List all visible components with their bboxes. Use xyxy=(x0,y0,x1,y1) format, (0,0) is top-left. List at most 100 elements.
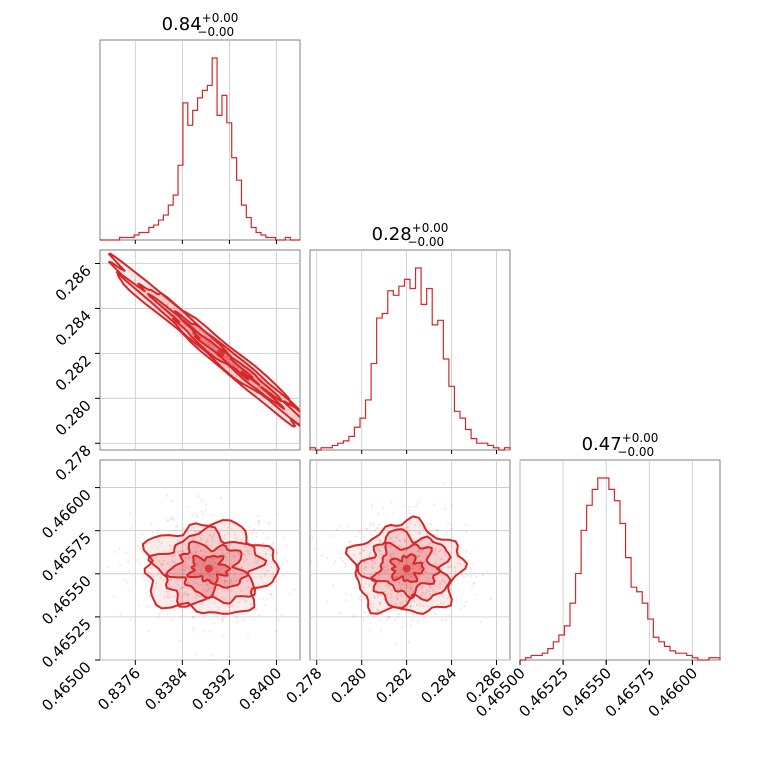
sample-point xyxy=(177,551,180,554)
sample-point xyxy=(213,566,216,569)
sample-point xyxy=(387,554,390,557)
sample-point xyxy=(407,641,410,644)
sample-point xyxy=(443,542,446,545)
sample-point xyxy=(479,621,482,624)
sample-point xyxy=(460,547,463,550)
sample-point xyxy=(186,581,189,584)
sample-point xyxy=(412,568,416,571)
sample-point xyxy=(232,372,236,375)
sample-point xyxy=(406,526,409,529)
sample-point xyxy=(385,592,389,596)
sample-point xyxy=(179,550,182,553)
sample-point xyxy=(212,534,215,537)
sample-point xyxy=(405,538,408,541)
sample-point xyxy=(358,530,361,533)
sample-point xyxy=(244,545,247,548)
sample-point xyxy=(390,565,393,568)
sample-point xyxy=(434,553,438,556)
sample-point xyxy=(183,568,187,571)
sample-point xyxy=(306,428,308,430)
sample-point xyxy=(184,593,187,596)
sample-point xyxy=(192,616,195,619)
sample-point xyxy=(207,584,210,588)
sample-point xyxy=(245,600,248,603)
sample-point xyxy=(180,586,183,589)
sample-point xyxy=(450,524,453,527)
sample-point xyxy=(162,309,165,312)
sample-point xyxy=(409,605,412,608)
sample-point xyxy=(376,595,379,598)
sample-point xyxy=(180,568,183,571)
sample-point xyxy=(370,565,374,568)
sample-point xyxy=(447,614,450,617)
sample-point xyxy=(209,609,212,612)
sample-point xyxy=(438,550,441,553)
sample-point xyxy=(410,588,413,591)
sample-point xyxy=(150,522,153,526)
sample-point xyxy=(371,603,374,606)
sample-point xyxy=(180,311,183,314)
sample-point xyxy=(196,544,199,547)
sample-point xyxy=(223,364,226,367)
sample-point xyxy=(386,569,389,572)
sample-point xyxy=(158,612,161,615)
sample-point xyxy=(143,579,146,582)
sample-point xyxy=(459,607,462,610)
sample-point xyxy=(271,543,274,546)
sample-point xyxy=(236,366,239,369)
sample-point xyxy=(257,514,260,518)
sample-point xyxy=(214,569,217,572)
sample-point xyxy=(389,536,392,539)
sample-point xyxy=(271,596,274,599)
sample-point xyxy=(205,590,208,593)
sample-point xyxy=(200,567,203,570)
sample-point xyxy=(228,582,231,585)
sample-point xyxy=(210,343,213,346)
sample-point xyxy=(414,564,417,567)
panel-contents xyxy=(100,252,308,430)
sample-point xyxy=(410,575,413,578)
sample-point xyxy=(486,570,490,573)
sample-point xyxy=(166,302,169,305)
sample-point xyxy=(398,582,401,585)
sample-point xyxy=(204,321,207,324)
sample-point xyxy=(224,553,227,556)
sample-point xyxy=(184,563,187,566)
sample-point xyxy=(168,571,172,575)
sample-point xyxy=(280,614,283,617)
sample-point xyxy=(236,621,239,624)
sample-point xyxy=(173,568,176,571)
sample-point xyxy=(374,570,377,574)
sample-point xyxy=(451,528,454,531)
sample-point xyxy=(223,356,226,359)
sample-point xyxy=(414,524,417,527)
sample-point xyxy=(158,615,161,618)
sample-point xyxy=(215,571,218,574)
sample-point xyxy=(400,545,403,548)
sample-point xyxy=(183,591,186,594)
sample-point xyxy=(154,586,157,589)
sample-point xyxy=(412,590,415,593)
sample-point xyxy=(177,571,180,574)
sample-point xyxy=(241,361,244,364)
sample-point xyxy=(231,362,234,365)
sample-point xyxy=(259,576,263,579)
sample-point xyxy=(283,536,286,540)
sample-point xyxy=(339,556,342,560)
sample-point xyxy=(362,595,365,598)
sample-point xyxy=(408,593,411,597)
sample-point xyxy=(420,594,423,597)
sample-point xyxy=(167,592,170,595)
sample-point xyxy=(150,571,153,575)
sample-point xyxy=(415,603,418,607)
sample-point xyxy=(195,582,198,585)
sample-point xyxy=(434,548,437,551)
sample-point xyxy=(265,598,268,601)
sample-point xyxy=(181,609,184,613)
sample-point xyxy=(223,534,226,537)
sample-point xyxy=(144,292,147,295)
sample-point xyxy=(359,594,362,598)
sample-point xyxy=(370,606,373,609)
sample-point xyxy=(224,580,227,583)
sample-point xyxy=(196,595,199,598)
